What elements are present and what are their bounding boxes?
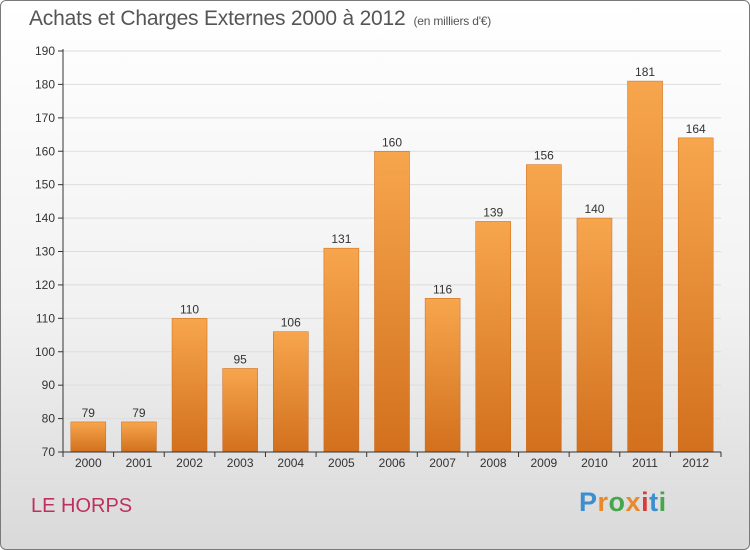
x-tick-label: 2009 bbox=[530, 456, 557, 470]
x-tick-label: 2006 bbox=[379, 456, 406, 470]
x-tick-label: 2010 bbox=[581, 456, 608, 470]
y-tick-label: 170 bbox=[35, 111, 55, 125]
data-labels: 79 79 110 95 106 131 160 116 139 156 140 181 164 bbox=[82, 65, 706, 420]
y-tick-label: 160 bbox=[35, 144, 55, 158]
data-label: 110 bbox=[180, 302, 199, 316]
x-tick-label: 2001 bbox=[126, 456, 153, 470]
bar bbox=[374, 151, 410, 453]
logo-letter: x bbox=[625, 487, 642, 517]
bar bbox=[222, 368, 258, 453]
y-tick-label: 90 bbox=[42, 378, 56, 392]
bar bbox=[576, 217, 613, 453]
x-tick-label: 2004 bbox=[277, 456, 304, 470]
data-label: 160 bbox=[382, 135, 402, 149]
logo-letter: r bbox=[597, 487, 609, 517]
bar bbox=[70, 421, 107, 453]
bar bbox=[526, 164, 562, 453]
bar bbox=[121, 421, 157, 453]
y-tick-label: 190 bbox=[35, 44, 55, 58]
y-tick-label: 100 bbox=[35, 345, 55, 359]
x-tick-label: 2005 bbox=[328, 456, 355, 470]
chart-subtitle: (en milliers d'€) bbox=[413, 14, 492, 28]
chart-title: Achats et Charges Externes 2000 à 2012 (e… bbox=[29, 7, 491, 31]
bar bbox=[424, 298, 461, 453]
data-label: 106 bbox=[281, 316, 301, 330]
bar bbox=[323, 247, 360, 453]
bar bbox=[273, 331, 309, 453]
data-label: 156 bbox=[534, 149, 554, 163]
bars bbox=[70, 80, 714, 453]
commune-name: LE HORPS bbox=[31, 495, 133, 517]
logo-letter: i bbox=[658, 487, 667, 517]
y-tick-label: 120 bbox=[35, 278, 55, 292]
data-label: 140 bbox=[584, 202, 604, 216]
x-tick-label: 2002 bbox=[176, 456, 203, 470]
bar bbox=[627, 80, 663, 453]
data-label: 79 bbox=[82, 406, 96, 420]
axes: 70 80 90 100 110 120 130 140 150 160 170 180 190 2000… bbox=[35, 44, 722, 470]
logo-letter: i bbox=[641, 487, 650, 517]
bar bbox=[475, 221, 511, 453]
data-label: 164 bbox=[686, 122, 706, 136]
y-tick-label: 70 bbox=[42, 445, 56, 459]
data-label: 181 bbox=[635, 65, 655, 79]
logo-letter: t bbox=[649, 487, 659, 517]
x-tick-label: 2012 bbox=[682, 456, 709, 470]
y-tick-label: 140 bbox=[35, 211, 55, 225]
x-tick-label: 2003 bbox=[227, 456, 254, 470]
y-tick-label: 150 bbox=[35, 178, 55, 192]
logo-letter: o bbox=[608, 487, 626, 517]
x-tick-label: 2007 bbox=[429, 456, 456, 470]
logo-letter: P bbox=[579, 487, 598, 517]
x-tick-label: 2000 bbox=[75, 456, 102, 470]
y-tick-label: 180 bbox=[35, 77, 55, 91]
data-label: 79 bbox=[132, 406, 146, 420]
data-label: 116 bbox=[433, 282, 452, 296]
x-tick-label: 2011 bbox=[632, 456, 658, 470]
proxiti-logo: Proxiti bbox=[579, 487, 667, 518]
y-tick-label: 110 bbox=[36, 311, 55, 325]
data-label: 131 bbox=[331, 232, 351, 246]
y-tick-label: 130 bbox=[35, 245, 55, 259]
data-label: 139 bbox=[483, 205, 503, 219]
y-tick-label: 80 bbox=[42, 412, 56, 426]
bar bbox=[677, 137, 714, 453]
x-tick-label: 2008 bbox=[480, 456, 507, 470]
bar bbox=[171, 318, 208, 453]
data-label: 95 bbox=[233, 352, 247, 366]
chart-title-text: Achats et Charges Externes 2000 à 2012 bbox=[29, 7, 406, 30]
